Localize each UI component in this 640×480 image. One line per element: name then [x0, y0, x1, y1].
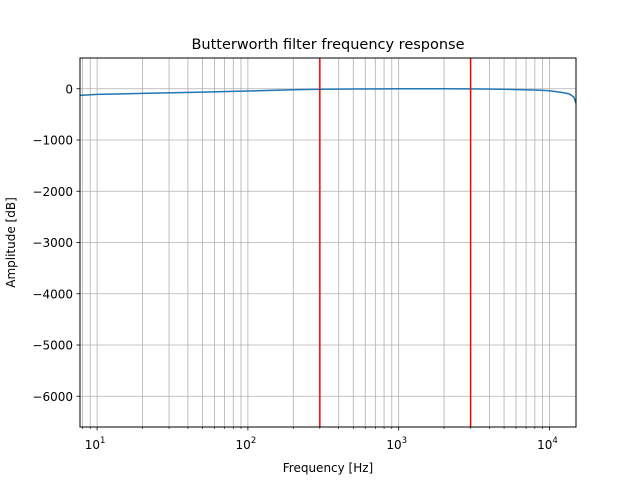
x-tick-label: 104: [537, 436, 558, 452]
plot-data: [79, 58, 577, 427]
x-tick-label: 101: [85, 436, 106, 452]
chart-title: Butterworth filter frequency response: [191, 37, 464, 53]
x-tick-label: 102: [236, 436, 257, 452]
grid: [80, 58, 576, 427]
y-tick-label: −5000: [32, 339, 73, 353]
y-tick-label: −4000: [32, 287, 73, 301]
y-tick-label: 0: [65, 82, 73, 96]
x-tick-label: 103: [386, 436, 407, 452]
y-tick-label: −2000: [32, 185, 73, 199]
response-curve-line: [79, 88, 577, 104]
axis-ticks: 101 102 103 104 0 −1000 −2000 −3000 −4000 −5000 −6…: [32, 82, 557, 452]
y-tick-label: −3000: [32, 236, 73, 250]
y-tick-label: −1000: [32, 134, 73, 148]
y-tick-label: −6000: [32, 390, 73, 404]
x-axis-label: Frequency [Hz]: [283, 461, 374, 475]
y-axis-label: Amplitude [dB]: [4, 197, 18, 288]
